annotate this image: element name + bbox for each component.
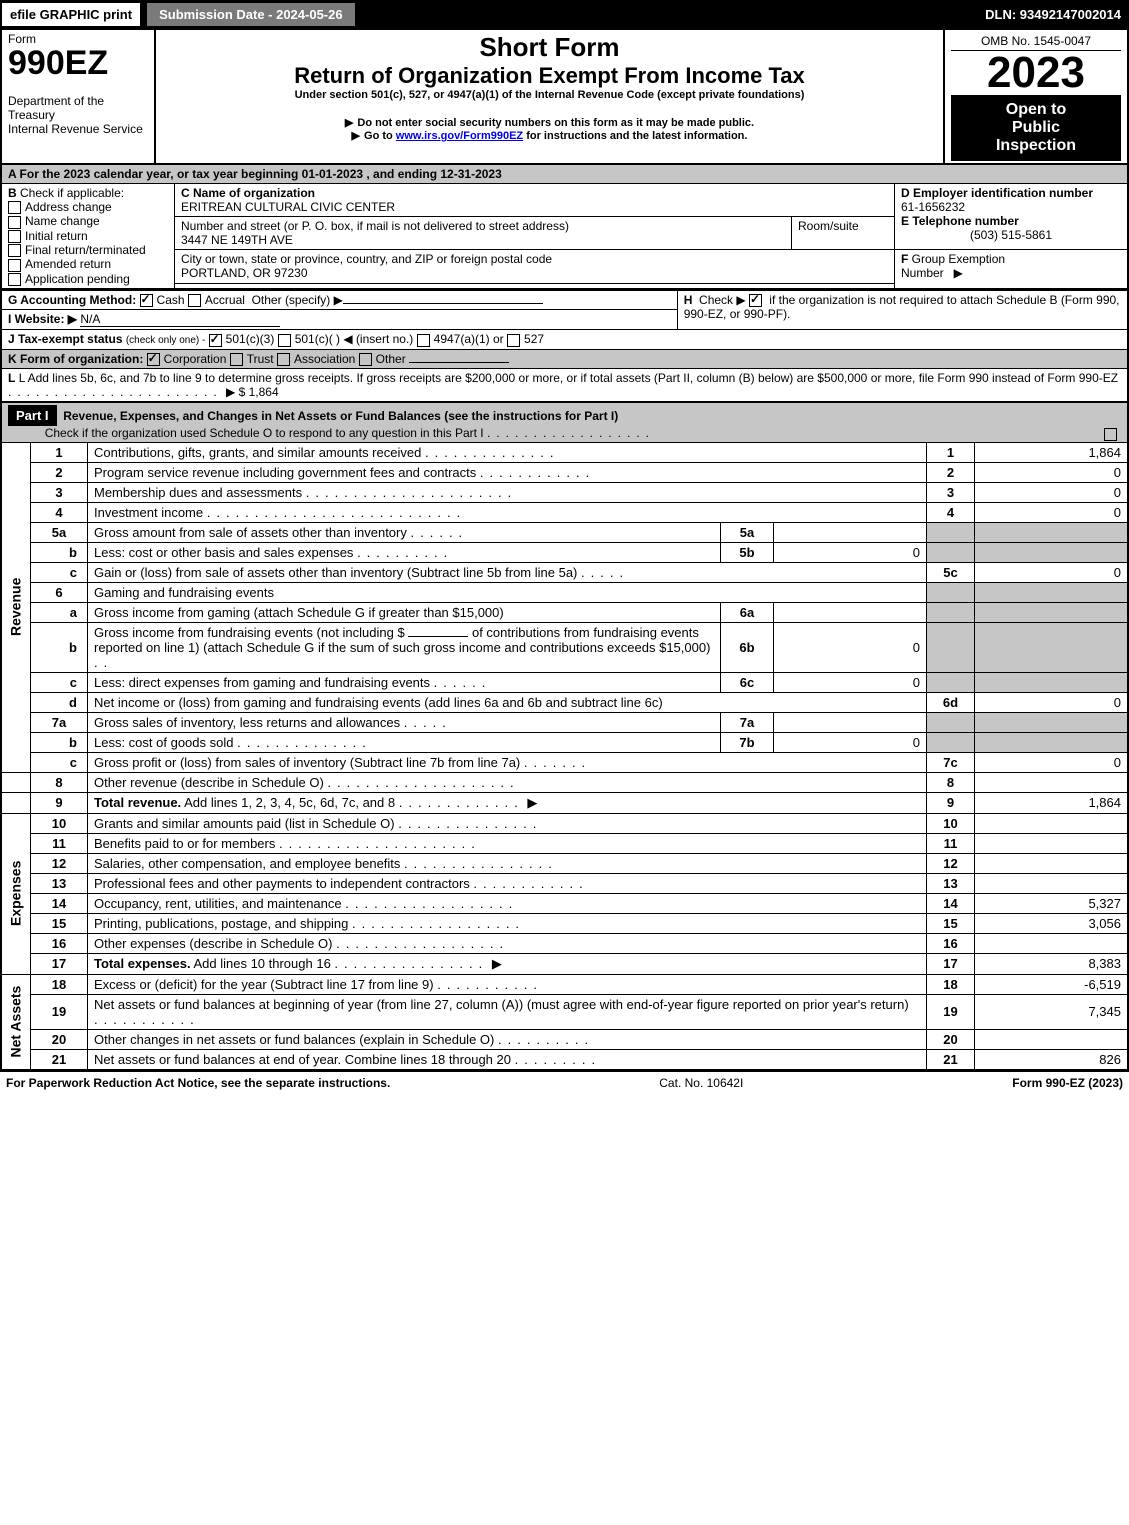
telephone-value: (503) 515-5861 [901,228,1121,242]
street-value: 3447 NE 149TH AVE [181,233,293,247]
row-j-label: J Tax-exempt status [8,332,123,346]
efile-label: efile GRAPHIC print [0,1,142,28]
checkbox-527[interactable] [507,334,520,347]
line2-amount: 0 [975,462,1129,482]
net-assets-label: Net Assets [1,974,31,1070]
line17-amount: 8,383 [975,953,1129,974]
line5b-amount: 0 [774,542,927,562]
line9-amount: 1,864 [975,792,1129,813]
box-d-label: D Employer identification number [901,186,1093,200]
checkbox-association[interactable] [277,353,290,366]
row-i-label: I Website: ▶ [8,312,77,326]
footer-left: For Paperwork Reduction Act Notice, see … [6,1076,390,1090]
checkbox-4947a1[interactable] [417,334,430,347]
ein-value: 61-1656232 [901,200,965,214]
irs-label: Internal Revenue Service [8,122,143,136]
line1-amount: 1,864 [975,442,1129,462]
line5c-amount: 0 [975,562,1129,582]
checkbox-501c[interactable] [278,334,291,347]
footer-right: Form 990-EZ (2023) [1012,1076,1123,1090]
part1-table: Revenue 1 Contributions, gifts, grants, … [0,442,1129,1071]
title-return: Return of Organization Exempt From Incom… [162,63,937,89]
no-ssn-note: Do not enter social security numbers on … [162,116,937,129]
checkbox-final-return[interactable] [8,244,21,257]
row-g-label: G Accounting Method: [8,293,136,307]
open-to-public: Open to Public Inspection [951,95,1121,161]
form-number: 990EZ [8,44,108,82]
checkbox-application-pending[interactable] [8,273,21,286]
line19-amount: 7,345 [975,994,1129,1029]
line15-amount: 3,056 [975,913,1129,933]
info-table: B Check if applicable: Address change Na… [0,183,1129,290]
row-h-label: H [684,293,693,307]
checkbox-address-change[interactable] [8,201,21,214]
line7c-amount: 0 [975,752,1129,772]
checkbox-schedule-b-not-required[interactable] [749,294,762,307]
line21-amount: 826 [975,1049,1129,1070]
footer-cat-no: Cat. No. 10642I [659,1076,743,1090]
dln: DLN: 93492147002014 [977,3,1129,26]
tax-year: 2023 [987,48,1085,97]
part1-header-row: Part I Revenue, Expenses, and Changes in… [0,403,1129,442]
expenses-label: Expenses [1,813,31,974]
line14-amount: 5,327 [975,893,1129,913]
part1-title: Revenue, Expenses, and Changes in Net As… [63,409,618,423]
ghijkl-block: G Accounting Method: Cash Accrual Other … [0,290,1129,403]
box-b-label: B [8,186,17,200]
city-label: City or town, state or province, country… [181,252,552,266]
street-label: Number and street (or P. O. box, if mail… [181,219,569,233]
line18-amount: -6,519 [975,974,1129,994]
checkbox-initial-return[interactable] [8,230,21,243]
line7b-amount: 0 [774,732,927,752]
line6d-amount: 0 [975,692,1129,712]
checkbox-schedule-o-part1[interactable] [1104,428,1117,441]
website-value: N/A [80,312,280,327]
goto-note: Go to www.irs.gov/Form990EZ for instruct… [162,129,937,142]
checkbox-corporation[interactable] [147,353,160,366]
dept-label: Department of the Treasury [8,94,104,122]
box-c-label: C Name of organization [181,186,315,200]
box-e-label: E Telephone number [901,214,1019,228]
city-value: PORTLAND, OR 97230 [181,266,308,280]
title-short-form: Short Form [162,32,937,63]
revenue-label: Revenue [1,442,31,772]
checkbox-501c3[interactable] [209,334,222,347]
under-section: Under section 501(c), 527, or 4947(a)(1)… [162,89,937,101]
checkbox-trust[interactable] [230,353,243,366]
row-l-amount: $ 1,864 [239,385,279,399]
checkbox-other-org[interactable] [359,353,372,366]
room-label: Room/suite [798,219,859,233]
row-l-text: L Add lines 5b, 6c, and 7b to line 9 to … [19,371,1118,385]
part1-label: Part I [8,405,57,426]
form-header: Form 990EZ Department of the Treasury In… [0,28,1129,165]
box-f-label: F [901,252,908,266]
line6c-amount: 0 [774,672,927,692]
checkbox-accrual[interactable] [188,294,201,307]
checkbox-name-change[interactable] [8,216,21,229]
checkbox-amended-return[interactable] [8,259,21,272]
line4-amount: 0 [975,502,1129,522]
top-bar: efile GRAPHIC print Submission Date - 20… [0,0,1129,28]
section-a-tax-year: A For the 2023 calendar year, or tax yea… [0,165,1129,183]
irs-link[interactable]: www.irs.gov/Form990EZ [396,130,523,142]
line6b-amount: 0 [774,622,927,672]
submission-date: Submission Date - 2024-05-26 [146,2,356,27]
line3-amount: 0 [975,482,1129,502]
page-footer: For Paperwork Reduction Act Notice, see … [0,1071,1129,1094]
checkbox-cash[interactable] [140,294,153,307]
row-k-label: K Form of organization: [8,352,143,366]
part1-check-text: Check if the organization used Schedule … [45,426,484,440]
org-name: ERITREAN CULTURAL CIVIC CENTER [181,200,395,214]
